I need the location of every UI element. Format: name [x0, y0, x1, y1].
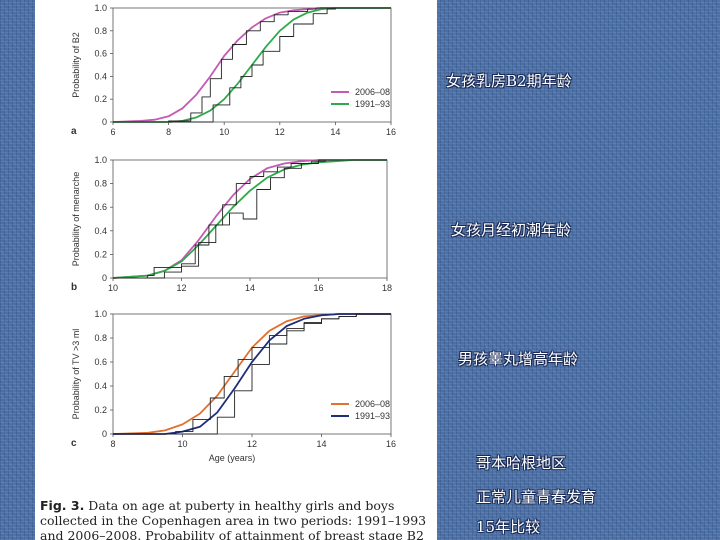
- panel-c-ytick-label: 0.4: [94, 381, 107, 391]
- annotation-menarche-age: 女孩月经初潮年龄: [451, 221, 572, 239]
- panel-a-ytick-label: 0.6: [94, 49, 107, 59]
- panel-c-series-3: [113, 313, 391, 435]
- panel-c-xtick-label: 12: [247, 439, 257, 449]
- panel-a-ytick-label: 0.4: [94, 71, 107, 81]
- panel-c-xtick-label: 14: [316, 439, 326, 449]
- panel-a-legend-label: 1991–93: [355, 99, 390, 109]
- panel-a-legend-label: 2006–08: [355, 87, 390, 97]
- panel-c-legend-label: 2006–08: [355, 399, 390, 409]
- panel-b-ytick-label: 0.6: [94, 202, 107, 212]
- panel-c-ytick-label: 0: [102, 429, 107, 439]
- panel-c-ytick-label: 1.0: [94, 309, 107, 319]
- figure-caption: Fig. 3. Data on age at puberty in health…: [40, 498, 435, 540]
- panel-b-ylabel: Probability of menarche: [71, 172, 81, 267]
- panel-b-xtick-label: 18: [382, 283, 392, 293]
- panel-b-ytick-label: 0.8: [94, 179, 107, 189]
- panel-a-ytick-label: 0: [102, 117, 107, 127]
- panel-c-xtick-label: 10: [177, 439, 187, 449]
- panel-a-frame: [112, 7, 392, 123]
- panel-c-letter: c: [71, 438, 77, 449]
- annotation-15-year-comparison: 15年比较: [476, 518, 541, 536]
- panel-c-ylabel: Probability of TV >3 ml: [71, 329, 81, 420]
- panel-a-ylabel: Probability of B2: [71, 32, 81, 98]
- panel-a-letter: a: [71, 126, 77, 137]
- panel-a-series-2: [113, 7, 391, 123]
- panel-b-xtick-label: 10: [108, 283, 118, 293]
- panel-b-xtick-label: 12: [176, 283, 186, 293]
- panel-b-letter: b: [71, 282, 77, 293]
- panel-c-ytick-label: 0.8: [94, 333, 107, 343]
- annotation-testis-age: 男孩睾丸增高年龄: [458, 350, 579, 368]
- panel-b-ytick-label: 0.4: [94, 226, 107, 236]
- panel-c-ytick-label: 0.6: [94, 357, 107, 367]
- panel-a-ytick-label: 0.8: [94, 26, 107, 36]
- panel-b-ytick-label: 0: [102, 273, 107, 283]
- panel-b-ytick-label: 0.2: [94, 249, 107, 259]
- caption-fig-label: Fig. 3.: [40, 498, 85, 513]
- panel-a-xtick-label: 10: [219, 127, 229, 137]
- panel-b-xtick-label: 16: [313, 283, 323, 293]
- panel-a-ytick-label: 0.2: [94, 94, 107, 104]
- panel-c-xlabel: Age (years): [209, 453, 256, 463]
- caption-text: Data on age at puberty in healthy girls …: [40, 498, 427, 540]
- figure-card: 0 0.2 0.4 0.6 0.8 1.0 6 8 10 12 14 16 a Probability o…: [35, 0, 437, 540]
- panel-a-xtick-label: 16: [386, 127, 396, 137]
- panel-c-xtick-label: 8: [110, 439, 115, 449]
- annotation-breast-b2-age: 女孩乳房B2期年龄: [446, 72, 572, 90]
- annotation-normal-puberty: 正常儿童青春发育: [476, 488, 597, 506]
- annotation-copenhagen: 哥本哈根地区: [476, 454, 567, 472]
- figure-plots: 0 0.2 0.4 0.6 0.8 1.0 6 8 10 12 14 16 a Probability o…: [71, 3, 396, 463]
- panel-a-xtick-label: 8: [166, 127, 171, 137]
- panel-a-xtick-label: 14: [330, 127, 340, 137]
- panel-b-ytick-label: 1.0: [94, 155, 107, 165]
- panel-b-xtick-label: 14: [245, 283, 255, 293]
- panel-c-xtick-label: 16: [386, 439, 396, 449]
- panel-c-legend-label: 1991–93: [355, 411, 390, 421]
- panel-a-series-3: [113, 7, 391, 123]
- panel-c-ytick-label: 0.2: [94, 405, 107, 415]
- panel-a-ytick-label: 1.0: [94, 3, 107, 13]
- panel-a-xtick-label: 6: [110, 127, 115, 137]
- panel-a-xtick-label: 12: [275, 127, 285, 137]
- panel-b-series-3: [113, 159, 387, 279]
